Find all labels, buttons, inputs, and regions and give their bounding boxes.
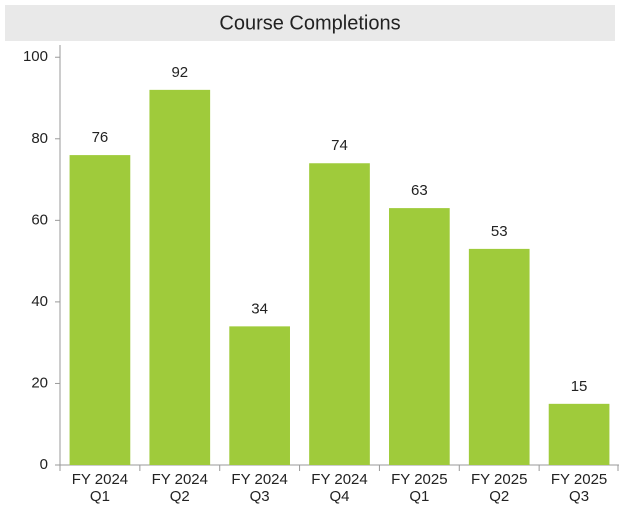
value-label: 63 [411, 182, 428, 199]
bar [229, 326, 290, 465]
y-tick-label: 40 [31, 293, 48, 310]
bar [69, 155, 131, 465]
x-tick-label: FY 2024 Q2 [151, 471, 208, 505]
value-label: 53 [491, 223, 508, 240]
x-tick-label: FY 2024 Q4 [311, 471, 368, 505]
value-label: 34 [251, 300, 268, 317]
x-tick-label: FY 2024 Q3 [231, 471, 288, 505]
bar [389, 208, 450, 465]
y-tick-label: 80 [31, 130, 48, 147]
x-tick-label: FY 2025 Q1 [391, 471, 448, 505]
value-label: 15 [571, 378, 588, 395]
value-label: 92 [171, 64, 188, 81]
title-band [5, 5, 615, 41]
x-tick-label: FY 2025 Q3 [550, 471, 608, 505]
bar [548, 403, 610, 465]
chart-title: Course Completions [219, 12, 400, 34]
value-label: 76 [92, 129, 109, 146]
y-tick-label: 100 [23, 48, 48, 65]
y-tick-label: 20 [31, 374, 48, 391]
bar [149, 89, 211, 465]
x-tick-label: FY 2025 Q2 [470, 471, 528, 505]
bar [309, 163, 370, 465]
y-tick-label: 0 [40, 456, 48, 473]
bar [468, 248, 530, 465]
value-label: 74 [331, 137, 348, 154]
x-tick-label: FY 2024 Q1 [71, 471, 129, 505]
y-tick-label: 60 [31, 211, 48, 228]
